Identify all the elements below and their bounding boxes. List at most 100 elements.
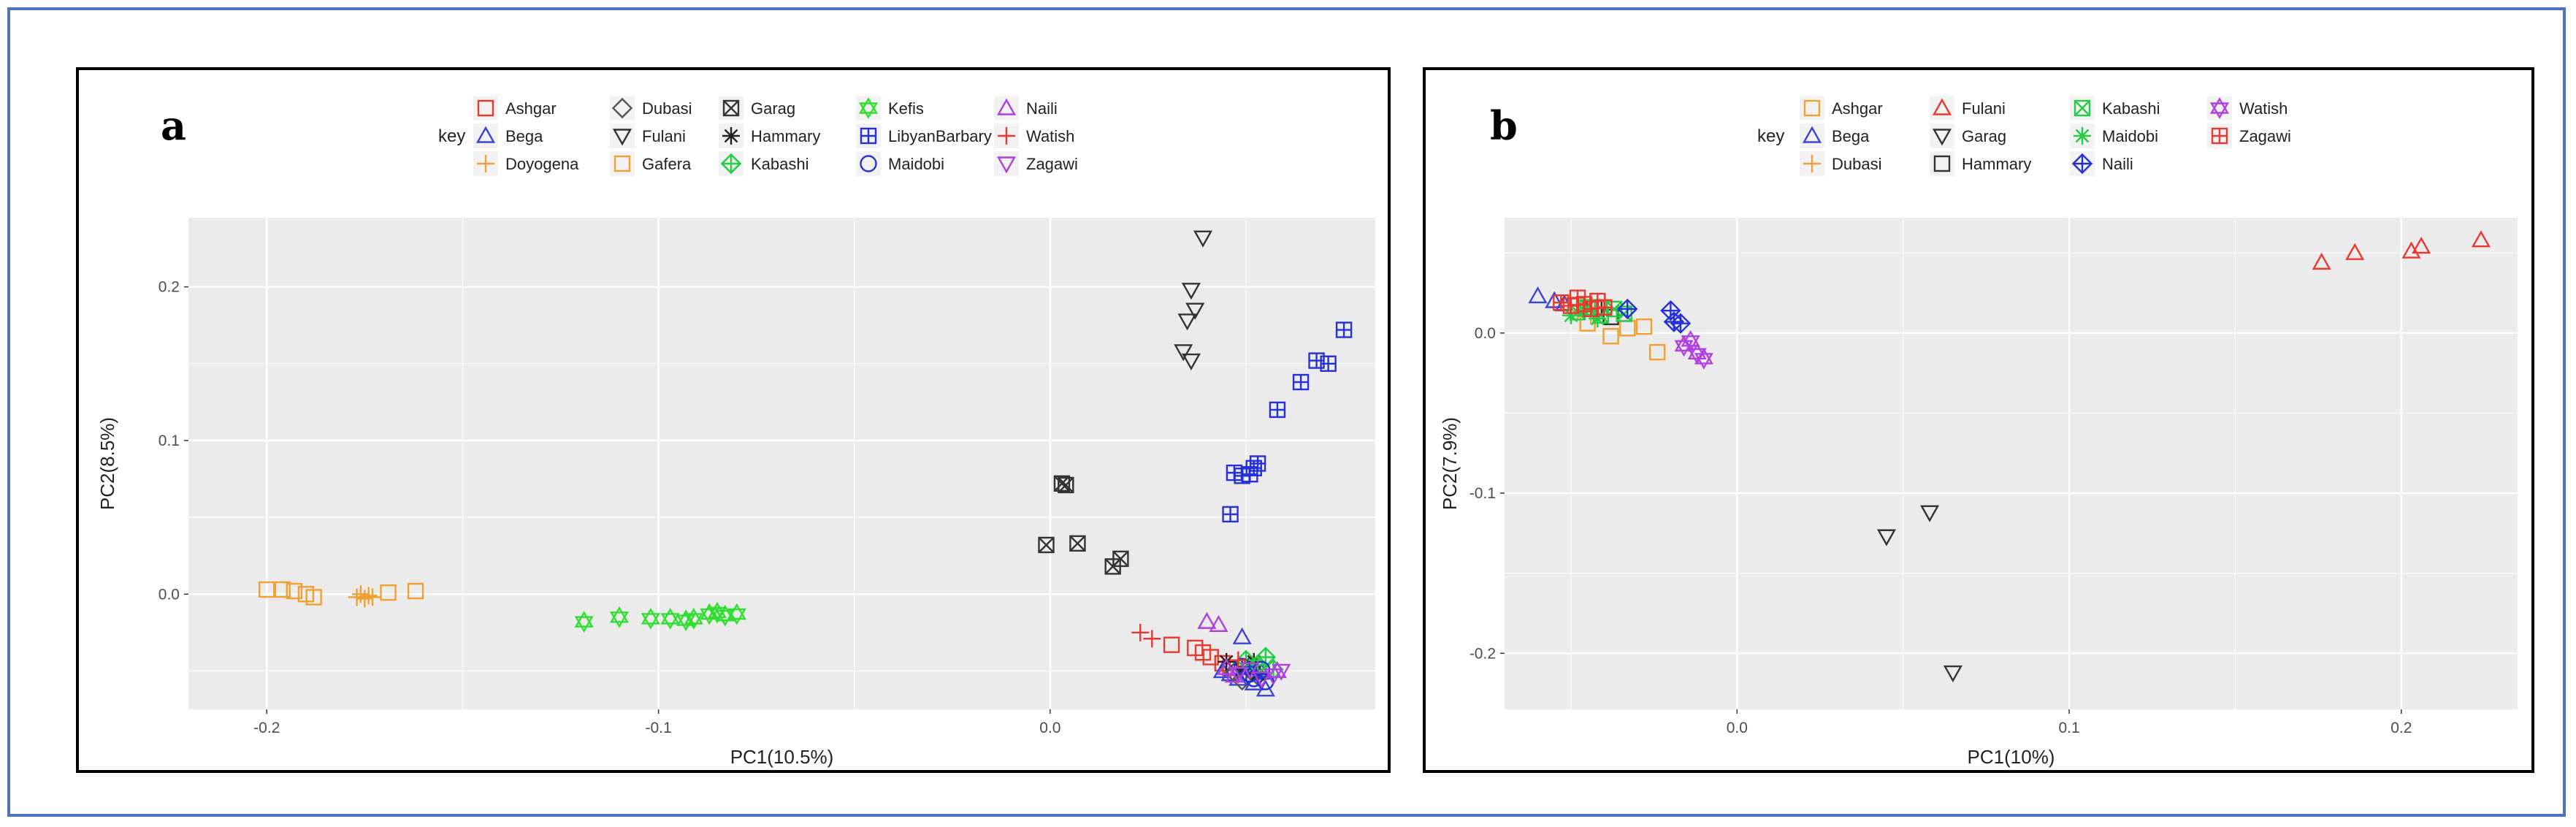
- x-tick-label-b-2: 0.2: [2390, 720, 2412, 736]
- legend-title-a: key: [438, 126, 465, 146]
- x-axis-title-b: PC1(10%): [1968, 746, 2055, 768]
- series-a-fulani: [1174, 230, 1213, 371]
- panel-label-a: a: [161, 102, 186, 149]
- point-b-fulani-4: [2471, 230, 2491, 248]
- legend-label-b-garag: Garag: [1962, 127, 2006, 145]
- point-a-fulani-5: [1181, 353, 1201, 371]
- series-a-garag: [1038, 475, 1129, 575]
- series-b-zagawi: [1553, 289, 1613, 318]
- series-a-zagawi: [1228, 662, 1291, 689]
- legend-label-a-maidobi: Maidobi: [888, 155, 944, 173]
- point-a-naili-1: [1209, 614, 1228, 633]
- legend-swatch-a-ashgar: [477, 99, 494, 117]
- point-a-doyogena-2: [356, 590, 374, 608]
- legend-swatch-a-gafera: [614, 155, 631, 172]
- y-axis-title-a: PC2(8.5%): [96, 417, 118, 510]
- legend-swatch-a-naili: [996, 98, 1017, 115]
- pca-plot-a: a -0.2 -0.1 0.0 0.0 0.1 0.2 PC1(10.5%) PC2(8.5%)…: [96, 96, 1375, 768]
- x-tick-label-a-1: -0.1: [645, 720, 671, 736]
- point-a-gafera-0: [259, 581, 275, 598]
- legend-label-a-gafera: Gafera: [642, 155, 692, 173]
- series-a-watish: [1131, 623, 1247, 669]
- point-a-garag-1: [1058, 476, 1074, 494]
- legend-swatch-a-watish: [998, 127, 1015, 145]
- legend-label-a-zagawi: Zagawi: [1026, 155, 1078, 173]
- point-a-gafera-5: [380, 584, 397, 601]
- legend-label-b-bega: Bega: [1832, 127, 1870, 145]
- legend-label-a-ashgar: Ashgar: [505, 99, 557, 118]
- x-tick-label-a-2: 0.0: [1039, 720, 1060, 736]
- point-b-ashgar-0: [1602, 328, 1619, 345]
- point-a-watish-0: [1131, 623, 1150, 641]
- point-a-bega-7: [1232, 627, 1252, 644]
- y-tick-label-b-2: 0.0: [1475, 325, 1496, 342]
- series-a-libyanbarbary: [1222, 321, 1353, 523]
- point-a-libyanbarbary-7: [1292, 373, 1310, 391]
- legend-swatch-a-libyanbarbary: [860, 127, 877, 145]
- point-a-libyanbarbary-9: [1320, 355, 1337, 372]
- legend-label-a-doyogena: Doyogena: [505, 155, 579, 173]
- point-a-ashgar-0: [1163, 636, 1180, 653]
- legend-label-a-hammary: Hammary: [751, 127, 820, 145]
- point-a-doyogena-3: [359, 587, 378, 605]
- point-a-libyanbarbary-10: [1335, 321, 1353, 338]
- point-b-fulani-0: [2312, 252, 2331, 270]
- point-a-fulani-4: [1174, 344, 1193, 362]
- legend-label-a-watish: Watish: [1026, 127, 1074, 145]
- point-a-watish-2: [1229, 651, 1247, 669]
- point-a-zagawi-0: [1228, 666, 1248, 685]
- legend-label-b-watish: Watish: [2239, 99, 2288, 118]
- point-a-fulani-1: [1181, 283, 1201, 300]
- figure-frame: a -0.2 -0.1 0.0 0.0 0.1 0.2 PC1(10.5%) PC2(8.5%)…: [7, 7, 2566, 817]
- point-b-watish-3: [1681, 329, 1700, 352]
- legend-swatch-b-naili: [2071, 153, 2093, 175]
- grid-b: [1505, 218, 2518, 709]
- series-a-gafera: [259, 581, 424, 606]
- legend-swatch-b-kabashi: [2074, 99, 2091, 117]
- legend-swatch-b-ashgar: [1803, 99, 1821, 117]
- x-axis-title-a: PC1(10.5%): [730, 746, 834, 768]
- y-tick-label-b-0: -0.2: [1469, 645, 1496, 662]
- y-tick-label-a-2: 0.2: [158, 279, 180, 296]
- point-a-naili-0: [1197, 611, 1217, 629]
- point-a-kefis-1: [609, 606, 630, 628]
- y-axis-title-b: PC2(7.9%): [1439, 417, 1461, 510]
- point-a-libyanbarbary-5: [1249, 455, 1266, 472]
- legend-a: key Ashgar Bega Doyogena Dubasi Fulani Gafera G…: [438, 96, 1078, 176]
- legend-swatch-b-garag: [1932, 129, 1952, 146]
- legend-swatch-a-hammary: [722, 127, 740, 145]
- legend-swatch-a-doyogena: [477, 155, 494, 172]
- point-a-gafera-4: [305, 589, 322, 606]
- legend-swatch-b-bega: [1802, 126, 1822, 143]
- point-b-fulani-3: [2412, 237, 2431, 254]
- x-tick-label-a-0: -0.2: [253, 720, 280, 736]
- y-tick-label-b-1: -0.1: [1469, 485, 1496, 502]
- point-b-fulani-1: [2345, 243, 2365, 260]
- point-b-watish-2: [1694, 348, 1713, 370]
- point-b-zagawi-6: [1596, 299, 1613, 316]
- legend-b: key Ashgar Bega Dubasi Fulani Garag Hammary Kab…: [1757, 96, 2291, 176]
- point-b-garag-2: [1943, 665, 1962, 683]
- panel-a: a -0.2 -0.1 0.0 0.0 0.1 0.2 PC1(10.5%) PC2(8.5%)…: [76, 67, 1391, 773]
- point-a-naili-3: [1224, 666, 1244, 683]
- legend-label-b-maidobi: Maidobi: [2102, 127, 2158, 145]
- point-a-garag-3: [1038, 536, 1055, 554]
- point-a-libyanbarbary-0: [1222, 506, 1239, 523]
- point-b-zagawi-0: [1553, 294, 1570, 311]
- point-a-zagawi-4: [1272, 663, 1291, 681]
- legend-swatch-a-garag: [722, 99, 740, 117]
- point-a-kefis-9: [727, 603, 746, 625]
- point-b-ashgar-3: [1648, 343, 1666, 361]
- point-a-kefis-5: [684, 608, 703, 630]
- legend-label-b-fulani: Fulani: [1962, 99, 2006, 118]
- point-a-gafera-6: [407, 582, 424, 600]
- point-a-fulani-0: [1193, 230, 1213, 248]
- series-a-ashgar: [1163, 636, 1239, 677]
- point-a-fulani-3: [1177, 313, 1197, 331]
- legend-swatch-b-watish: [2209, 97, 2230, 119]
- point-a-fulani-2: [1185, 302, 1205, 320]
- legend-label-a-bega: Bega: [505, 127, 543, 145]
- plot-background-b: [1505, 218, 2518, 709]
- legend-title-b: key: [1757, 126, 1784, 146]
- legend-label-a-garag: Garag: [751, 99, 795, 118]
